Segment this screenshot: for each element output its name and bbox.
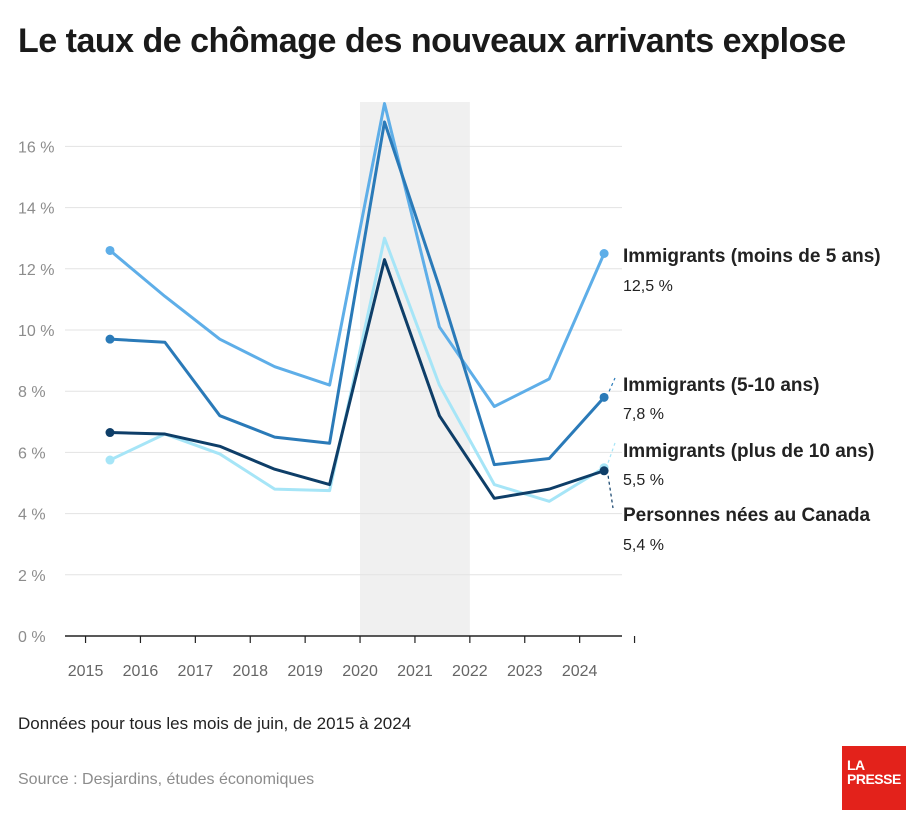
series-line (108, 120, 606, 467)
y-tick-label: 12 % (18, 262, 54, 279)
source-credit: Source : Desjardins, études économiques (18, 771, 315, 788)
la-presse-logo: LA PRESSE (842, 746, 906, 810)
y-tick-label: 14 % (18, 201, 54, 218)
series-end-marker (105, 455, 115, 465)
x-tick-label: 2023 (507, 663, 543, 680)
data-note: Données pour tous les mois de juin, de 2… (18, 714, 412, 733)
x-tick-label: 2024 (562, 663, 598, 680)
y-tick-label: 4 % (18, 507, 46, 524)
y-tick-label: 0 % (18, 629, 46, 646)
series-value-label: 5,4 % (623, 537, 664, 554)
series-end-marker (599, 392, 609, 402)
series-value-label: 7,8 % (623, 406, 664, 423)
logo-line-2: PRESSE (847, 771, 901, 787)
x-tick-label: 2015 (68, 663, 104, 680)
series-name-label: Immigrants (moins de 5 ans) (623, 246, 881, 267)
line-chart: 0 % 2 % 4 % 6 % 8 % 10 % 12 % 14 % 16 % 2015 2016 2… (18, 102, 881, 680)
series-line (108, 258, 606, 500)
series-end-marker (105, 245, 115, 255)
highlight-band (360, 102, 470, 636)
logo-line-1: LA (847, 757, 865, 773)
chart-title: Le taux de chômage des nouveaux arrivant… (18, 22, 846, 60)
x-tick-label: 2017 (178, 663, 214, 680)
leader-line (607, 475, 614, 509)
series-end-marker (599, 249, 609, 258)
y-tick-label: 16 % (18, 139, 54, 156)
series-end-marker (105, 334, 115, 344)
x-tick-label: 2020 (342, 663, 378, 680)
x-tick-label: 2019 (287, 663, 323, 680)
series-line (108, 102, 606, 408)
series-value-label: 5,5 % (623, 472, 664, 489)
series-end-marker (105, 428, 115, 438)
series-name-label: Immigrants (5-10 ans) (623, 375, 819, 396)
x-tick-label: 2016 (123, 663, 159, 680)
series-value-label: 12,5 % (623, 278, 673, 295)
x-tick-label: 2021 (397, 663, 433, 680)
series-end-marker (599, 466, 609, 476)
series-name-label: Immigrants (plus de 10 ans) (623, 441, 874, 462)
y-tick-label: 8 % (18, 384, 46, 401)
x-tick-label: 2022 (452, 663, 488, 680)
series-name-label: Personnes nées au Canada (623, 505, 871, 526)
y-tick-label: 10 % (18, 323, 54, 340)
leader-line (608, 377, 616, 392)
y-tick-label: 6 % (18, 445, 46, 462)
x-tick-label: 2018 (232, 663, 268, 680)
y-tick-label: 2 % (18, 568, 46, 585)
